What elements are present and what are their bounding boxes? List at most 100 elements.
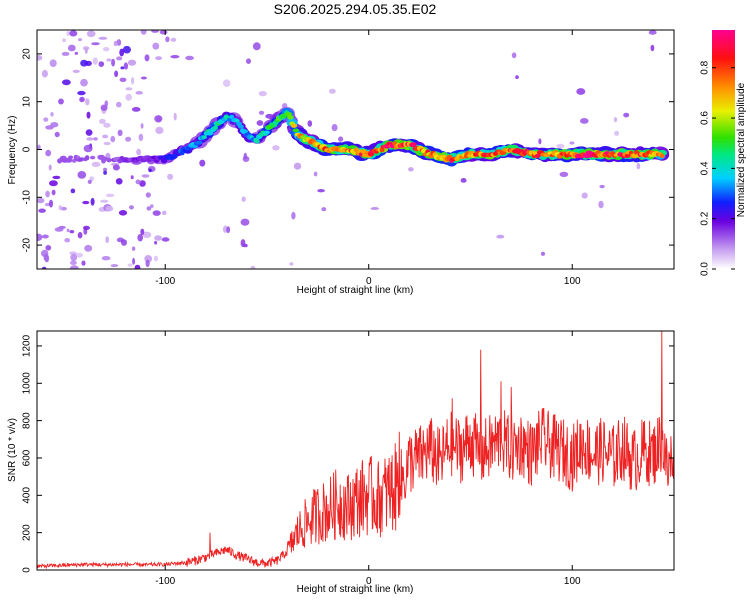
heat-noise <box>154 235 163 241</box>
heat-noise <box>122 45 131 54</box>
colorbar-tick-label: 0.6 <box>700 111 711 125</box>
heat-noise <box>91 161 101 167</box>
heat-noise <box>78 38 82 42</box>
heat-noise <box>152 210 161 216</box>
heat-noise <box>199 159 206 167</box>
heat-ridge <box>263 130 270 135</box>
heat-ridge <box>659 153 665 159</box>
heat-noise <box>614 130 620 136</box>
heat-noise <box>49 180 58 187</box>
heat-noise <box>118 210 128 216</box>
heat-noise <box>408 167 414 172</box>
heat-noise <box>69 265 79 269</box>
heat-noise <box>50 122 59 128</box>
heat-noise <box>650 44 655 52</box>
heat-noise <box>54 131 60 138</box>
heat-noise <box>58 98 64 105</box>
heat-noise <box>123 62 129 70</box>
heat-noise <box>114 70 119 78</box>
heat-noise <box>117 129 123 136</box>
heat-noise <box>155 126 164 134</box>
heat-noise <box>599 184 605 189</box>
heat-ridge <box>379 147 385 153</box>
heat-noise <box>80 59 88 67</box>
heat-noise <box>103 141 111 146</box>
heat-noise <box>102 134 109 139</box>
spectrogram-ytick-label: 20 <box>22 48 33 60</box>
heat-noise <box>37 233 43 241</box>
spectrogram-ytick-label: 10 <box>22 96 33 108</box>
heat-noise <box>159 30 168 35</box>
heat-noise <box>86 137 94 141</box>
heat-noise <box>91 42 100 46</box>
heat-noise <box>150 204 154 209</box>
snr-ytick-label: 200 <box>22 524 33 541</box>
snr-frame <box>36 330 675 571</box>
heat-noise <box>511 52 517 59</box>
heat-ridge <box>255 138 260 144</box>
heat-noise <box>289 262 294 266</box>
heat-ridge <box>90 155 96 160</box>
heat-noise <box>144 54 150 62</box>
spectrogram-heat <box>37 30 670 269</box>
heat-noise <box>240 239 246 248</box>
heat-noise <box>85 98 90 106</box>
heat-noise <box>62 79 71 86</box>
heat-noise <box>83 144 93 153</box>
heat-noise <box>99 118 106 124</box>
heat-noise <box>83 225 90 230</box>
heat-noise <box>101 256 111 261</box>
heat-noise <box>112 164 120 171</box>
spectrogram-ytick-label: -20 <box>22 237 33 252</box>
heat-noise <box>648 30 657 35</box>
heat-noise <box>84 48 88 54</box>
heat-noise <box>75 252 83 258</box>
snr-ytick-label: 400 <box>22 487 33 504</box>
heat-noise <box>77 232 83 239</box>
heat-noise <box>623 112 630 118</box>
heat-noise <box>69 260 77 265</box>
heat-noise <box>170 37 177 42</box>
heat-noise <box>116 101 122 108</box>
spectrogram-xtick-label: 100 <box>564 276 581 287</box>
heat-noise <box>241 196 246 202</box>
colorbar-tick-label: 0.4 <box>700 161 711 175</box>
heat-noise <box>152 42 160 50</box>
colorbar-tick-label: 0.8 <box>700 60 711 74</box>
heat-noise <box>140 123 144 129</box>
heat-noise <box>556 143 565 149</box>
heat-noise <box>129 205 134 210</box>
heat-ridge <box>624 153 631 158</box>
spectrogram-ytick-label: 0 <box>22 146 33 152</box>
heat-noise <box>64 238 71 243</box>
heat-noise <box>110 264 119 268</box>
heat-noise <box>52 175 61 180</box>
heat-noise <box>131 107 141 112</box>
heat-noise <box>103 122 111 128</box>
heat-noise <box>37 144 41 151</box>
heat-noise <box>162 210 167 215</box>
heat-noise <box>87 179 92 184</box>
heat-noise <box>127 59 137 66</box>
heat-noise <box>580 118 589 124</box>
heat-ridge <box>195 140 203 145</box>
heat-noise <box>127 263 133 267</box>
heat-noise <box>48 164 52 171</box>
heat-noise <box>54 227 64 232</box>
heat-noise <box>185 55 195 61</box>
heat-noise <box>541 251 545 256</box>
heat-noise <box>93 137 98 141</box>
heat-noise <box>42 266 47 269</box>
heat-noise <box>569 141 575 145</box>
spectrogram-xtick-label: 0 <box>366 276 372 287</box>
heat-noise <box>115 178 123 185</box>
heat-noise <box>69 30 78 37</box>
heat-noise <box>161 237 170 242</box>
heat-ridge <box>68 155 74 160</box>
heat-noise <box>142 231 152 238</box>
heat-ridge <box>212 125 218 131</box>
heat-noise <box>226 226 231 234</box>
snr-ytick-label: 0 <box>22 567 33 573</box>
